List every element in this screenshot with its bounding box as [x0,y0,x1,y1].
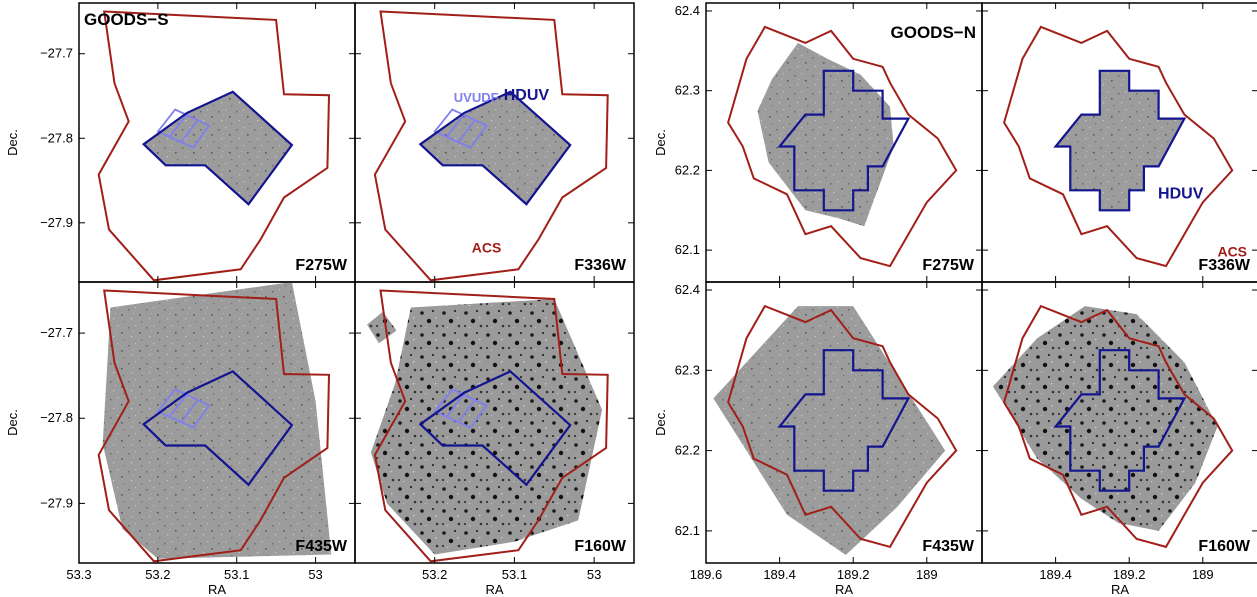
acs-label: ACS [472,239,502,255]
hduv-footprint [141,370,294,487]
y-axis-title: Dec. [653,409,668,436]
imaging-coverage [102,282,332,559]
acs-footprint [373,10,609,282]
hduv-footprint [1053,349,1187,492]
x-tick-label: 189.4 [1039,567,1072,582]
x-tick-label: 53.2 [145,567,170,582]
imaging-coverage [713,306,946,555]
panel-frame [354,281,635,564]
x-tick-label: 53 [587,567,601,582]
acs-footprint [1003,25,1234,268]
filter-label: F275W [922,257,974,274]
imaging-coverage [370,299,603,555]
filter-label: F435W [922,538,974,555]
field-label: GOODS−S [84,10,169,29]
acs-footprint [1003,304,1234,549]
panel-f435w: F435W [78,281,356,564]
hduv-footprint [418,90,572,206]
x-tick-label: 53.1 [224,567,249,582]
panel-f336w: F336W [354,2,635,283]
uvudf-label: UVUDF [454,90,499,105]
x-axis-title: RA [835,582,853,597]
panel-f275w: F275W [705,2,983,283]
x-axis-title: RA [208,582,226,597]
y-tick-label: −27.9 [40,215,73,230]
panel-f160w: F160W [354,281,635,564]
y-tick-label: 62.4 [675,282,700,297]
x-tick-label: 189 [916,567,938,582]
y-axis-title: Dec. [5,129,20,156]
panel-f160w: F160W [981,281,1257,564]
uvudf-pointing-divider [445,114,465,138]
x-tick-label: 53 [308,567,322,582]
acs-label: ACS [1217,243,1247,259]
x-tick-label: 189.4 [763,567,796,582]
imaging-coverage [1055,70,1185,211]
y-tick-label: −27.9 [40,495,73,510]
y-tick-label: 62.2 [675,162,700,177]
x-tick-label: 189.2 [837,567,870,582]
imaging-coverage [993,306,1218,531]
uvudf-pointing-divider [168,114,188,138]
imaging-coverage [757,42,894,227]
y-axis-title: Dec. [653,129,668,156]
imaging-coverage [143,91,292,205]
filter-label: F435W [295,538,347,555]
panel-f435w: F435W [705,281,983,564]
y-tick-label: −27.8 [40,130,73,145]
hduv-label: HDUV [1158,185,1204,202]
hduv-footprint [141,90,294,206]
y-tick-label: −27.7 [40,325,73,340]
hduv-footprint [418,370,572,487]
field-group-1: F275W F336W F435W F160W GOODS−N HDUV ACS 62.1 62… [653,2,1257,597]
x-tick-label: 189.6 [690,567,723,582]
panel-frame [981,281,1257,564]
y-tick-label: 62.4 [675,3,700,18]
hduv-label: HDUV [504,87,550,104]
panel-f336w: F336W [981,2,1257,283]
filter-label: F160W [1198,538,1250,555]
x-axis-title: RA [1111,582,1129,597]
uvudf-pointing-divider [457,119,476,143]
x-tick-label: 189.2 [1113,567,1146,582]
imaging-coverage [420,91,571,205]
x-tick-label: 53.1 [502,567,527,582]
acs-footprint [727,304,958,549]
hduv-footprint [1053,69,1187,212]
y-tick-label: 62.1 [675,242,700,257]
x-tick-label: 189 [1192,567,1214,582]
y-tick-label: 62.1 [675,523,700,538]
hduv-footprint [777,69,911,212]
field-label: GOODS−N [891,23,977,42]
filter-label: F336W [1198,257,1250,274]
acs-footprint [97,289,331,563]
field-group-0: F275W F336W F435W F160W GOODS−S UVUDF HDUV ACS −… [5,2,635,597]
y-tick-label: −27.8 [40,410,73,425]
filter-label: F275W [295,257,347,274]
x-axis-title: RA [485,582,503,597]
x-tick-label: 53.2 [422,567,447,582]
acs-footprint [373,289,609,563]
acs-footprint [97,10,331,282]
imaging-coverage [367,311,397,344]
panel-f275w: F275W [78,2,356,283]
y-axis-title: Dec. [5,409,20,436]
uvudf-pointing-divider [457,399,476,423]
y-tick-label: 62.3 [675,83,700,98]
uvudf-pointing-divider [180,399,199,423]
filter-label: F160W [574,538,626,555]
y-tick-label: 62.2 [675,443,700,458]
hduv-footprint [777,349,911,492]
x-tick-label: 53.3 [66,567,91,582]
y-tick-label: −27.7 [40,46,73,61]
uvudf-pointing-divider [445,394,465,418]
uvudf-pointing-divider [168,394,188,418]
acs-footprint [727,25,958,268]
uvudf-pointing-divider [180,119,199,143]
filter-label: F336W [574,257,626,274]
y-tick-label: 62.3 [675,362,700,377]
